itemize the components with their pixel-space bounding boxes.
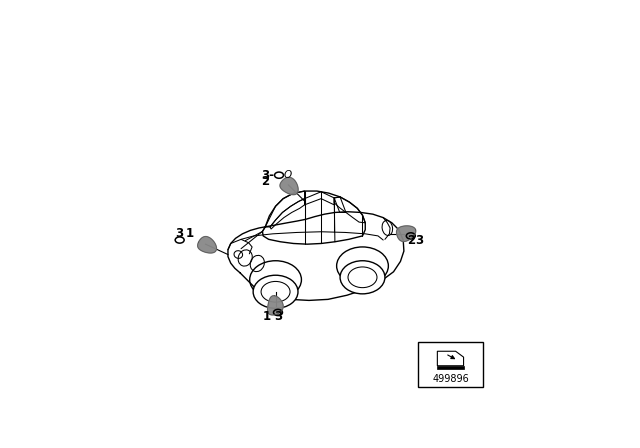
Polygon shape xyxy=(397,226,416,241)
Text: 1: 1 xyxy=(185,227,193,240)
Text: 499896: 499896 xyxy=(432,374,469,384)
Polygon shape xyxy=(437,366,463,369)
Polygon shape xyxy=(280,177,298,195)
Ellipse shape xyxy=(253,275,298,308)
Text: 3-: 3- xyxy=(260,169,274,182)
Text: 2: 2 xyxy=(407,234,415,247)
Polygon shape xyxy=(268,296,283,315)
Text: 2: 2 xyxy=(260,175,269,188)
Bar xyxy=(418,342,483,387)
Text: 3: 3 xyxy=(415,234,424,247)
Ellipse shape xyxy=(340,261,385,294)
Polygon shape xyxy=(437,351,463,366)
Text: 1: 1 xyxy=(262,310,271,323)
Text: 3: 3 xyxy=(175,227,184,240)
Polygon shape xyxy=(198,237,216,253)
Text: O: O xyxy=(283,170,291,180)
Text: 3: 3 xyxy=(274,310,282,323)
